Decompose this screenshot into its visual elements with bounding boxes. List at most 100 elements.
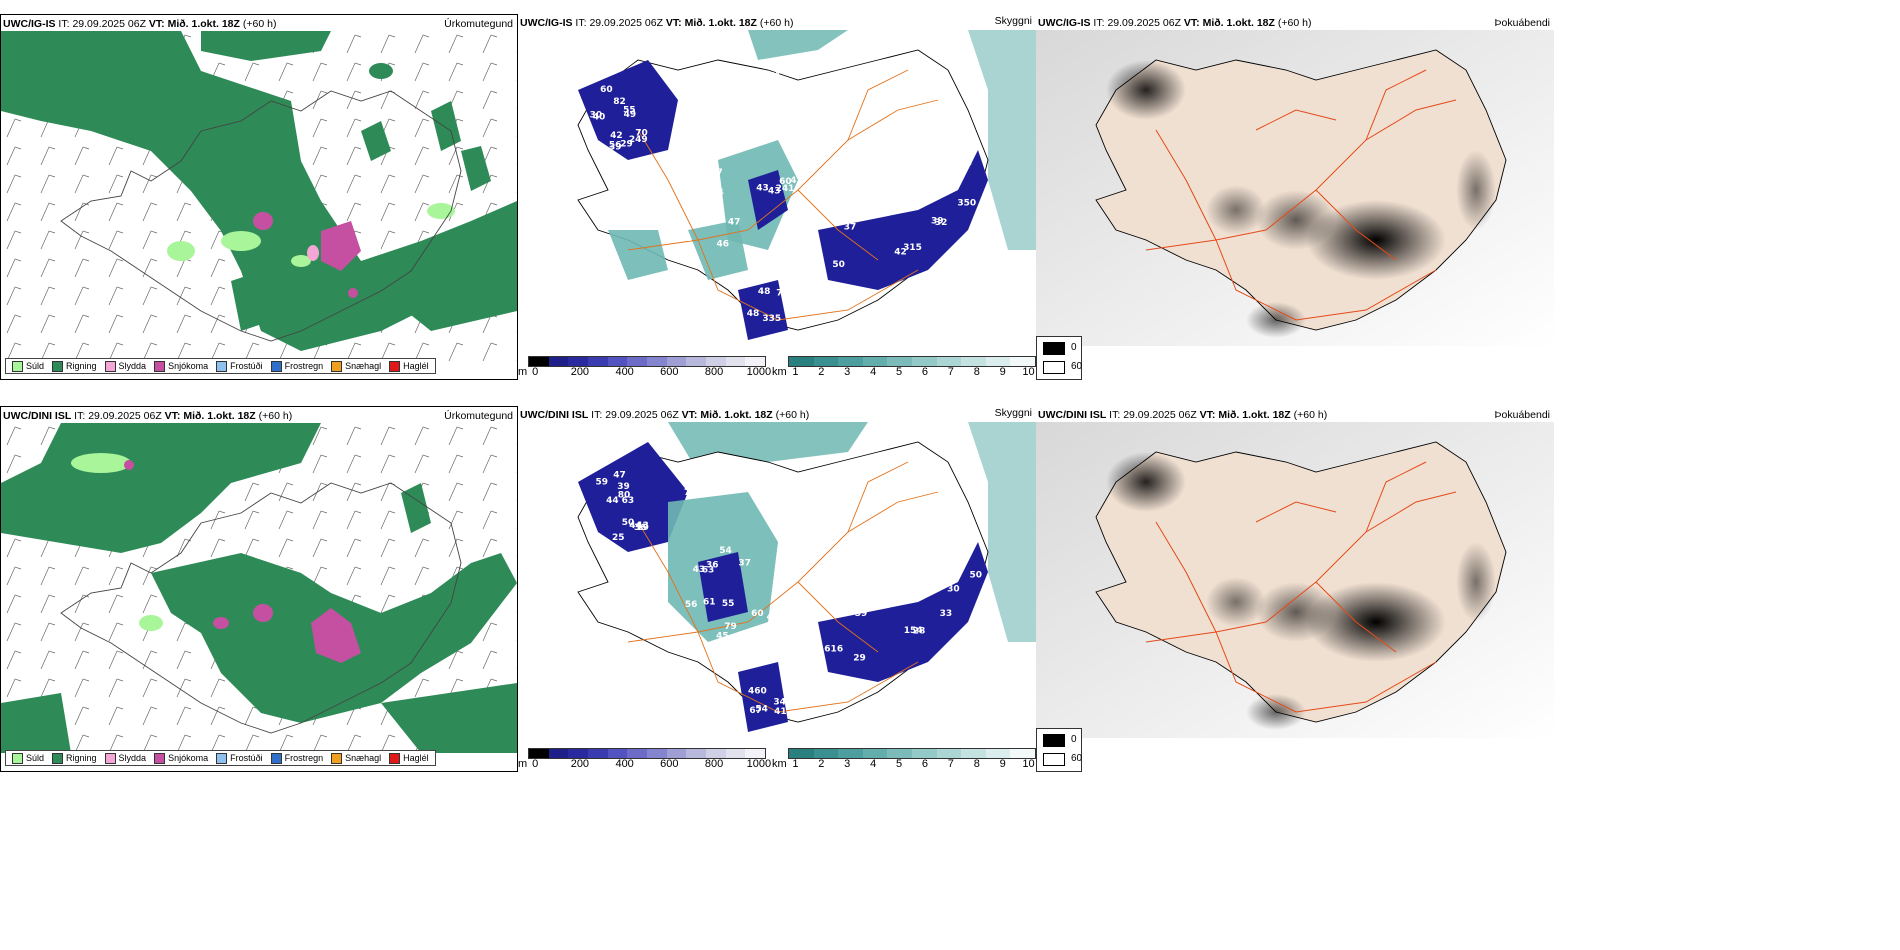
cloud-height-label: 31 [950, 554, 963, 564]
legend-label: Snjókoma [168, 361, 209, 371]
vt-value: Mið. 1.okt. 18Z [1218, 409, 1291, 421]
cloud-height-label: 61 [703, 597, 716, 607]
cloud-height-label: 24 [785, 604, 798, 614]
model-name: UWC/IG-IS [520, 17, 573, 29]
colorbar-tick-label: 3 [844, 758, 851, 770]
panel-header: UWC/DINI ISL IT: 29.09.2025 06Z VT: Mið.… [1, 407, 292, 425]
colorbar-tick-label: 10 [1022, 758, 1035, 770]
cloud-height-label: 39 [609, 142, 622, 152]
legend-item: Frostúði [216, 752, 263, 764]
legend-swatch [12, 360, 23, 372]
colorbar-tick-label: 1 [792, 366, 799, 378]
legend-swatch [331, 752, 343, 764]
cloud-base-map: 49 42 51 47 60 50 50 48 22 60 56 78 75 241 315 241 46 47 8… [577, 30, 1036, 340]
height-colorbar: 0 200 400 600 800 1000 [528, 748, 771, 770]
colorbar-segment [686, 357, 707, 366]
field-title: Þokuábendi [1494, 17, 1550, 29]
colorbar-tick-label: 6 [921, 366, 928, 378]
colorbar-segment [568, 357, 589, 366]
colorbar-segment [862, 749, 888, 758]
vt-value: Mið. 1.okt. 18Z [700, 409, 773, 421]
legend-label: Snæhagl [345, 753, 382, 763]
dew-panel-row2: UWC/DINI ISL IT: 29.09.2025 06Z VT: Mið.… [1036, 406, 1554, 772]
cloud-height-label: 61 [679, 234, 692, 244]
cloud-height-label: 59 [596, 478, 609, 488]
colorbar-segment [725, 749, 746, 758]
cloud-height-label: 47 [613, 471, 626, 481]
legend-swatch [389, 360, 401, 372]
precip-legend: Súld Rigning Slydda Snjókoma Frostúði Fr… [5, 358, 436, 374]
cloud-height-label: 60 [779, 177, 792, 187]
colorbar-segment [529, 357, 549, 366]
colorbar-segment [838, 357, 863, 366]
cloud-height-label: 44 [629, 521, 642, 531]
lead-time: (+60 h) [258, 410, 293, 422]
legend-swatch [154, 752, 166, 764]
vt-label: VT: [681, 409, 698, 421]
legend-swatch [389, 752, 401, 764]
iceland-outline [60, 90, 462, 342]
colorbar-tick-label: 4 [870, 758, 877, 770]
field-title: Skyggni [994, 15, 1032, 27]
cloud-height-label: 64 [711, 188, 724, 198]
it-value: 29.09.2025 06Z [1123, 409, 1197, 421]
cloud-height-label: 47 [710, 168, 723, 178]
cloud-height-label: 50 [704, 155, 717, 165]
cloud-height-label: 44 [606, 496, 619, 506]
legend-item: Haglél [389, 752, 429, 764]
it-label: IT: [74, 410, 86, 422]
legend-label: Haglél [403, 753, 429, 763]
cloud-height-label: 98 [788, 592, 801, 602]
colorbar-tick-label: 0 [532, 758, 539, 770]
colorbar-segment [548, 357, 569, 366]
cloud-height-label: 39 [931, 217, 944, 227]
colorbar-segment [1010, 357, 1035, 366]
cloud-height-label: 29 [620, 139, 633, 149]
cloud-height-label: 50 [832, 260, 845, 270]
cloud-height-label: 32 [935, 218, 948, 228]
colorbar-tick-label: 8 [973, 758, 980, 770]
legend-item: Snjókoma [154, 752, 208, 764]
it-value: 29.09.2025 06Z [88, 410, 162, 422]
legend-item: Slydda [104, 752, 146, 764]
cloud-height-label: 37 [738, 558, 751, 568]
cloud-height-label: 79 [724, 622, 737, 632]
cloud-height-label: 19 [636, 523, 649, 533]
fog-legend: 0 60 [1036, 336, 1082, 380]
cloud-height-label: 29 [853, 653, 866, 663]
colorbar-segment [647, 357, 667, 366]
cloud-height-label: 30 [590, 111, 603, 121]
iceland-outline [60, 482, 462, 734]
km-colorbar: 1 2 3 4 5 6 7 8 9 10 [788, 748, 1036, 770]
lead-time: (+60 h) [242, 18, 277, 30]
colorbar-segment [1010, 749, 1035, 758]
model-name: UWC/DINI ISL [3, 410, 72, 422]
snow-area [321, 221, 361, 271]
cloud-height-label: 39 [617, 482, 630, 492]
vt-value: Mið. 1.okt. 18Z [684, 17, 757, 29]
colorbar-tick-label: 9 [999, 758, 1006, 770]
cloud-height-label: 42 [610, 131, 623, 141]
lead-time: (+60 h) [1293, 409, 1328, 421]
colorbar-segment [813, 357, 839, 366]
cloud-height-label: 42 [764, 512, 777, 522]
colorbar-tick-label: 800 [704, 758, 724, 770]
panel-header: UWC/DINI ISL IT: 29.09.2025 06Z VT: Mið.… [1036, 406, 1327, 424]
vt-label: VT: [1199, 409, 1216, 421]
colorbar-tick-label: 8 [973, 366, 980, 378]
cloud-height-label: 154 [904, 626, 923, 636]
cloud-height-label: 56 [685, 600, 698, 610]
cloud-height-label: 22 [674, 232, 687, 242]
legend-item: Súld [12, 360, 44, 372]
cloud-height-label: 50 [970, 571, 983, 581]
cloud-height-label: 616 [824, 645, 843, 655]
cloud-height-label: 46 [717, 240, 730, 250]
cloud-height-label: 70 [684, 488, 697, 498]
vt-label: VT: [1183, 17, 1200, 29]
precip-type-map [1, 423, 517, 753]
it-label: IT: [1109, 409, 1121, 421]
it-value: 29.09.2025 06Z [72, 18, 146, 30]
cloud-height-label: 25 [612, 533, 625, 543]
legend-swatch [331, 360, 343, 372]
